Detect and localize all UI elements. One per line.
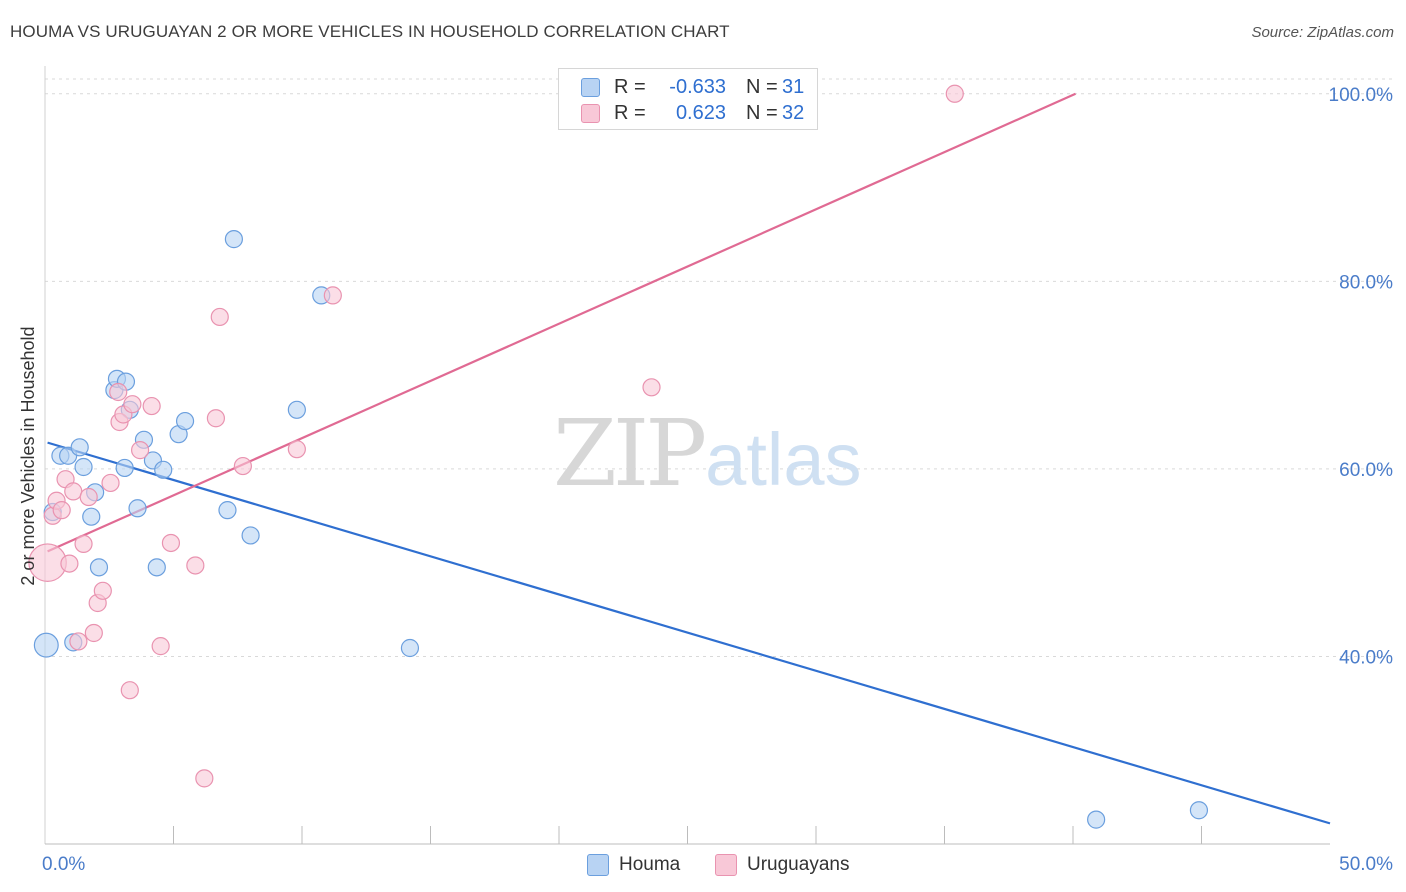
houma-swatch: [581, 77, 600, 97]
legend-r-value: 0.623: [675, 101, 726, 124]
bottom-legend-houma[interactable]: Houma: [587, 852, 680, 878]
y-tick-label: 40.0%: [1339, 647, 1393, 668]
chart-source: Source: ZipAtlas.com: [1251, 24, 1394, 41]
watermark: ZIPatlas: [553, 400, 861, 507]
uruguayans-point: [69, 632, 88, 651]
houma-point: [241, 526, 260, 545]
uruguayans-point: [210, 307, 229, 327]
uruguayans-trend-line: [47, 92, 1077, 553]
houma-point: [128, 499, 147, 518]
uruguayans-legend-swatch: [715, 854, 737, 876]
uruguayans-point: [945, 84, 964, 103]
legend-row-houma: R = -0.633 N = 31: [581, 74, 804, 100]
houma-point: [70, 438, 89, 457]
uruguayans-swatch: [581, 103, 600, 123]
x-tick-label: 0.0%: [42, 854, 85, 875]
houma-point: [82, 507, 101, 526]
watermark-atlas: atlas: [705, 418, 862, 501]
uruguayans-point: [642, 378, 661, 397]
uruguayans-point: [101, 473, 120, 493]
uruguayans-point: [64, 482, 83, 501]
houma-point: [1189, 801, 1209, 820]
houma-point: [115, 458, 134, 478]
y-tick-label: 100.0%: [1329, 85, 1394, 106]
points-layer: [28, 84, 1209, 829]
uruguayans-point: [151, 637, 170, 656]
legend-r-value: -0.633: [669, 75, 726, 98]
legend-r-label: R =: [614, 101, 646, 124]
houma-trend-line: [47, 441, 1331, 825]
x-tick-label: 50.0%: [1339, 854, 1393, 875]
houma-point: [175, 411, 195, 431]
axis-layer: [44, 66, 1330, 845]
uruguayans-point: [93, 581, 112, 600]
legend-n-value: 32: [782, 101, 805, 124]
legend-r-label: R =: [614, 75, 646, 98]
label-layer: 40.0% 60.0% 80.0% 100.0% 0.0% 50.0% 2 or more …: [18, 85, 1393, 875]
uruguayans-point: [206, 409, 226, 428]
houma-point: [154, 460, 173, 479]
houma-legend-label: Houma: [619, 854, 681, 875]
uruguayans-point: [84, 623, 103, 643]
legend-n-value: 31: [782, 75, 805, 98]
houma-point: [147, 558, 166, 577]
y-tick-label: 60.0%: [1339, 460, 1393, 481]
uruguayans-point: [52, 501, 71, 520]
grid-layer: [45, 78, 1392, 657]
houma-point: [218, 501, 237, 520]
uruguayans-point: [233, 456, 252, 476]
watermark-zip: ZIP: [553, 400, 707, 507]
houma-point: [89, 558, 109, 577]
correlation-legend: R = -0.633 N = 31 R = 0.623 N = 32: [558, 68, 818, 130]
houma-point: [1087, 810, 1106, 829]
chart-title: HOUMA VS URUGUAYAN 2 OR MORE VEHICLES IN…: [10, 22, 730, 41]
uruguayans-point: [161, 533, 181, 553]
uruguayans-point: [186, 556, 205, 575]
houma-point: [287, 400, 306, 419]
uruguayans-point: [109, 382, 128, 402]
legend-n-label: N =: [746, 101, 778, 124]
bottom-legend-uruguayans[interactable]: Uruguayans: [715, 852, 849, 878]
uruguayans-point: [123, 395, 142, 414]
uruguayans-point: [130, 441, 150, 460]
houma-point: [400, 638, 420, 658]
legend-n-label: N =: [746, 75, 778, 98]
uruguayans-point: [120, 681, 139, 700]
uruguayans-legend-label: Uruguayans: [747, 854, 850, 875]
uruguayans-point: [195, 769, 214, 788]
y-axis-label: 2 or more Vehicles in Household: [18, 326, 38, 585]
uruguayans-point: [142, 396, 161, 416]
y-tick-label: 80.0%: [1339, 272, 1393, 293]
houma-point: [74, 457, 93, 477]
houma-point: [33, 632, 59, 658]
houma-point: [224, 230, 243, 249]
houma-legend-swatch: [587, 854, 609, 876]
uruguayans-point: [79, 487, 98, 507]
uruguayans-point: [60, 554, 79, 573]
trend-layer: [47, 92, 1331, 825]
uruguayans-point: [287, 440, 306, 459]
uruguayans-point: [74, 534, 93, 554]
uruguayans-point: [323, 286, 342, 305]
legend-row-uruguayans: R = 0.623 N = 32: [581, 100, 804, 126]
